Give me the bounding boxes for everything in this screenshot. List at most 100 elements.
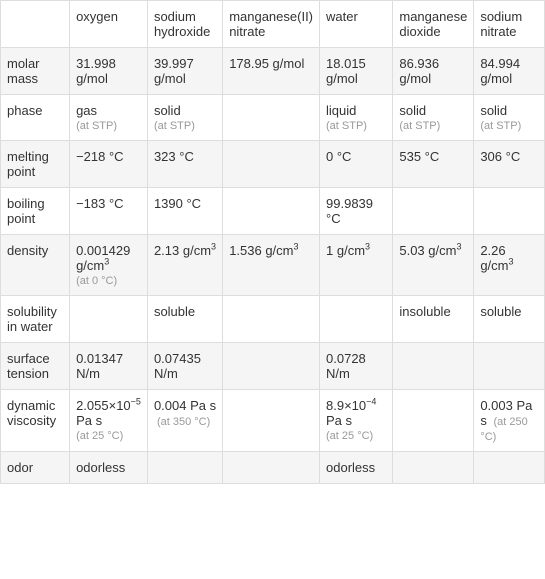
cell-value: 2.055×10−5 Pa s	[76, 398, 141, 428]
cell: 0.003 Pa s (at 250 °C)	[474, 390, 545, 452]
cell: 84.994 g/mol	[474, 48, 545, 95]
table-row: surface tension0.01347 N/m0.07435 N/m0.0…	[1, 343, 545, 390]
cell	[223, 95, 320, 141]
cell: 0.001429 g/cm3(at 0 °C)	[70, 235, 148, 296]
table-row: melting point−218 °C323 °C0 °C535 °C306 …	[1, 141, 545, 188]
cell: 2.055×10−5 Pa s (at 25 °C)	[70, 390, 148, 452]
row-header: phase	[1, 95, 70, 141]
cell-sub: (at STP)	[76, 120, 141, 132]
cell-sub: (at STP)	[480, 120, 538, 132]
col-header: oxygen	[70, 1, 148, 48]
cell	[320, 296, 393, 343]
cell: solid (at STP)	[474, 95, 545, 141]
col-header: manganese dioxide	[393, 1, 474, 48]
cell-sub: (at STP)	[154, 120, 216, 132]
cell: 535 °C	[393, 141, 474, 188]
cell-value: 1 g/cm3	[326, 243, 370, 258]
cell: gas (at STP)	[70, 95, 148, 141]
cell	[223, 452, 320, 484]
cell: 99.9839 °C	[320, 188, 393, 235]
cell: 31.998 g/mol	[70, 48, 148, 95]
cell-value: 2.13 g/cm3	[154, 243, 216, 258]
cell-value: liquid	[326, 103, 356, 118]
cell-sub: (at 0 °C)	[76, 275, 141, 287]
cell-sub: (at 25 °C)	[76, 430, 141, 442]
col-header: sodium hydroxide	[147, 1, 222, 48]
cell: 5.03 g/cm3	[393, 235, 474, 296]
cell: 0.0728 N/m	[320, 343, 393, 390]
cell: 86.936 g/mol	[393, 48, 474, 95]
cell: odorless	[320, 452, 393, 484]
cell	[393, 343, 474, 390]
cell-sub: (at 350 °C)	[157, 416, 210, 428]
cell	[223, 390, 320, 452]
cell-value: gas	[76, 103, 97, 118]
table-row: molar mass31.998 g/mol 39.997 g/mol178.95…	[1, 48, 545, 95]
cell	[223, 141, 320, 188]
cell-value: 1.536 g/cm3	[229, 243, 298, 258]
cell-value: 323 °C	[154, 149, 194, 164]
properties-table: oxygensodium hydroxidemanganese(II) nitr…	[0, 0, 545, 484]
cell-value: soluble	[480, 304, 521, 319]
cell-sub: (at STP)	[399, 120, 467, 132]
col-header: sodium nitrate	[474, 1, 545, 48]
row-header: dynamic viscosity	[1, 390, 70, 452]
corner-cell	[1, 1, 70, 48]
row-header: surface tension	[1, 343, 70, 390]
cell-value: odorless	[326, 460, 375, 475]
cell-value: 535 °C	[399, 149, 439, 164]
cell-value: 2.26 g/cm3	[480, 243, 513, 273]
cell: 18.015 g/mol	[320, 48, 393, 95]
col-header: manganese(II) nitrate	[223, 1, 320, 48]
cell: 1 g/cm3	[320, 235, 393, 296]
cell: 306 °C	[474, 141, 545, 188]
cell: odorless	[70, 452, 148, 484]
cell-value: 0.0728 N/m	[326, 351, 366, 381]
cell	[223, 296, 320, 343]
cell-value: 86.936 g/mol	[399, 56, 439, 86]
cell	[393, 452, 474, 484]
cell-value: 31.998 g/mol	[76, 56, 116, 86]
table-row: dynamic viscosity2.055×10−5 Pa s (at 25 °…	[1, 390, 545, 452]
row-header: density	[1, 235, 70, 296]
row-header: odor	[1, 452, 70, 484]
cell	[474, 188, 545, 235]
cell	[393, 188, 474, 235]
row-header: boiling point	[1, 188, 70, 235]
row-header: molar mass	[1, 48, 70, 95]
cell: 2.26 g/cm3	[474, 235, 545, 296]
cell-value: 1390 °C	[154, 196, 201, 211]
cell: −183 °C	[70, 188, 148, 235]
cell-value: insoluble	[399, 304, 450, 319]
table-body: molar mass31.998 g/mol 39.997 g/mol178.95…	[1, 48, 545, 484]
col-header: water	[320, 1, 393, 48]
table-row: density0.001429 g/cm3(at 0 °C) 2.13 g/cm3…	[1, 235, 545, 296]
table-row: odorodorlessodorless	[1, 452, 545, 484]
cell-sub: (at STP)	[326, 120, 386, 132]
cell-value: solid	[154, 103, 181, 118]
cell-value: −183 °C	[76, 196, 123, 211]
cell-value: 99.9839 °C	[326, 196, 373, 226]
cell-sub: (at 250 °C)	[480, 416, 527, 443]
cell	[474, 343, 545, 390]
cell: 0.004 Pa s (at 350 °C)	[147, 390, 222, 452]
cell-value: solid	[480, 103, 507, 118]
cell: 323 °C	[147, 141, 222, 188]
cell-value: 8.9×10−4 Pa s	[326, 398, 376, 428]
cell: −218 °C	[70, 141, 148, 188]
cell: 178.95 g/mol	[223, 48, 320, 95]
table-row: solubility in watersolubleinsolublesolub…	[1, 296, 545, 343]
cell-value: 0.01347 N/m	[76, 351, 123, 381]
cell-value: −218 °C	[76, 149, 123, 164]
cell: 39.997 g/mol	[147, 48, 222, 95]
table-row: phasegas(at STP)solid(at STP)liquid(at S…	[1, 95, 545, 141]
cell-value: 5.03 g/cm3	[399, 243, 461, 258]
cell-value: 18.015 g/mol	[326, 56, 366, 86]
cell	[393, 390, 474, 452]
table-row: boiling point −183 °C 1390 °C 99.9839 °C	[1, 188, 545, 235]
cell: liquid (at STP)	[320, 95, 393, 141]
cell: soluble	[474, 296, 545, 343]
cell	[147, 452, 222, 484]
cell: solid(at STP)	[393, 95, 474, 141]
cell: 0 °C	[320, 141, 393, 188]
